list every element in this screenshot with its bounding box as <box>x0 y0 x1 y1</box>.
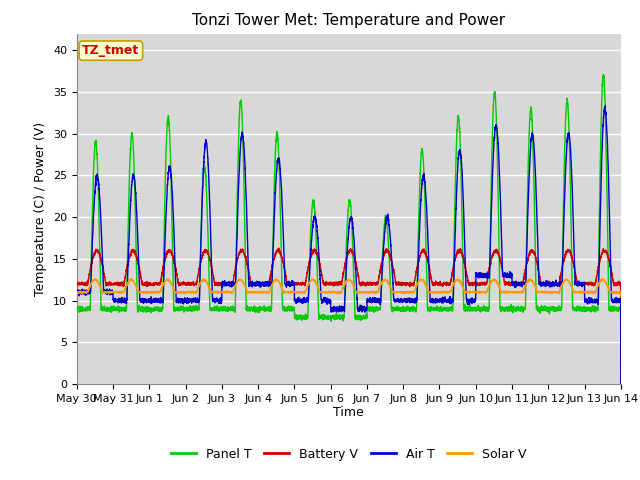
Y-axis label: Temperature (C) / Power (V): Temperature (C) / Power (V) <box>35 122 47 296</box>
Text: TZ_tmet: TZ_tmet <box>82 44 140 57</box>
X-axis label: Time: Time <box>333 407 364 420</box>
Legend: Panel T, Battery V, Air T, Solar V: Panel T, Battery V, Air T, Solar V <box>166 443 531 466</box>
Title: Tonzi Tower Met: Temperature and Power: Tonzi Tower Met: Temperature and Power <box>192 13 506 28</box>
